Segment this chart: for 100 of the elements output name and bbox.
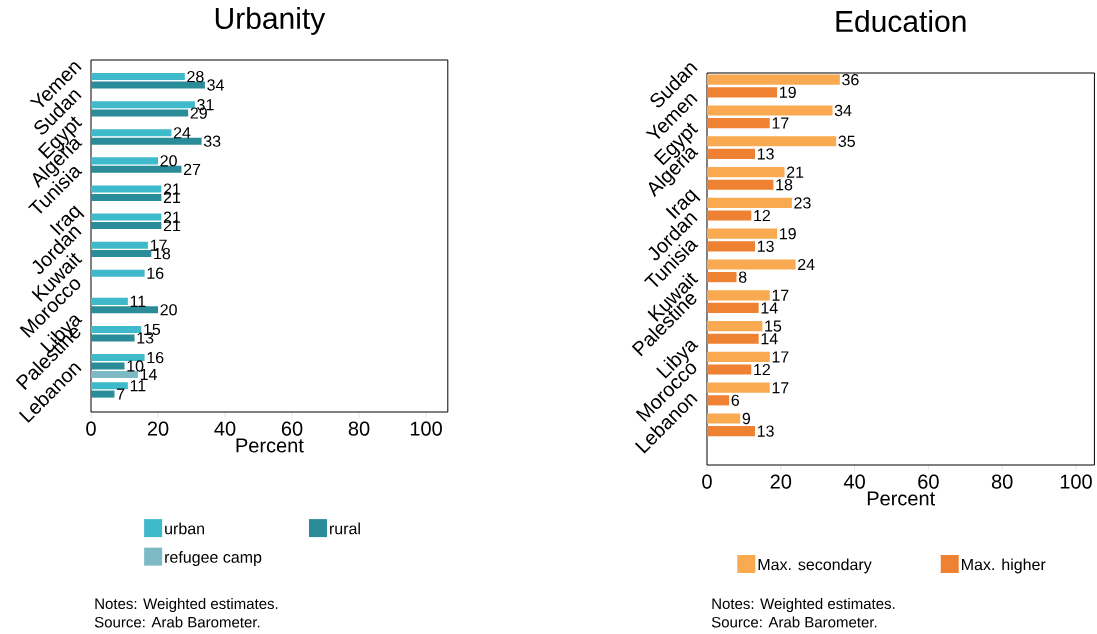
x-tick-label: 40 bbox=[843, 474, 865, 489]
chart-title: Urbanity bbox=[215, 7, 326, 35]
legend-label: rural bbox=[330, 522, 360, 535]
source-note: Source: Arab Barometer. bbox=[94, 616, 260, 628]
data-label: 12 bbox=[754, 209, 770, 222]
data-label: 11 bbox=[130, 380, 146, 392]
bar bbox=[707, 148, 755, 159]
bar bbox=[91, 382, 128, 390]
text: Notes: Weighted estimates. bbox=[712, 598, 895, 612]
bar bbox=[91, 241, 148, 249]
bar bbox=[707, 197, 792, 208]
bar bbox=[707, 210, 752, 221]
data-label: 8 bbox=[738, 271, 747, 283]
x-tick-label: 80 bbox=[991, 474, 1013, 489]
data-label: 20 bbox=[160, 304, 177, 316]
x-axis-title: Percent bbox=[236, 438, 304, 453]
bar bbox=[91, 73, 185, 81]
bar bbox=[707, 395, 730, 406]
data-label: 21 bbox=[787, 166, 804, 178]
data-label: 33 bbox=[203, 135, 221, 147]
x-tick-label: 80 bbox=[348, 421, 370, 436]
bar bbox=[91, 129, 172, 137]
data-label: 35 bbox=[838, 135, 855, 147]
bar bbox=[91, 101, 195, 109]
data-label: 17 bbox=[772, 289, 789, 301]
bar bbox=[707, 105, 833, 116]
data-label: 13 bbox=[757, 148, 774, 160]
bar bbox=[707, 364, 752, 375]
bar bbox=[707, 87, 778, 98]
bar bbox=[707, 351, 770, 362]
data-label: 13 bbox=[757, 425, 774, 437]
data-label: 15 bbox=[765, 320, 782, 332]
data-label: 14 bbox=[761, 302, 778, 314]
bar bbox=[707, 241, 755, 252]
data-label: 28 bbox=[187, 70, 204, 83]
bar bbox=[91, 306, 158, 314]
x-tick-label: 60 bbox=[918, 474, 939, 489]
x-tick-label: 100 bbox=[410, 421, 442, 436]
x-tick-label: 0 bbox=[86, 421, 96, 436]
bar bbox=[91, 297, 128, 305]
bar bbox=[707, 290, 770, 301]
bar bbox=[91, 354, 145, 362]
bar bbox=[707, 302, 759, 313]
legend-label: urban bbox=[165, 522, 205, 535]
bar bbox=[91, 109, 189, 117]
bar bbox=[707, 382, 770, 393]
bar bbox=[707, 259, 796, 270]
x-tick-label: 100 bbox=[1060, 474, 1092, 489]
bar bbox=[707, 333, 759, 344]
x-tick-label: 40 bbox=[214, 421, 236, 436]
bar bbox=[91, 362, 125, 370]
data-label: 19 bbox=[780, 86, 796, 98]
data-label: 14 bbox=[761, 333, 778, 345]
x-tick-label: 20 bbox=[147, 421, 169, 436]
data-label: 17 bbox=[772, 117, 789, 129]
data-label: 17 bbox=[772, 351, 789, 363]
bar bbox=[91, 390, 115, 398]
bar bbox=[91, 81, 205, 89]
data-label: 18 bbox=[776, 179, 793, 191]
data-label: 27 bbox=[183, 163, 201, 175]
data-label: 24 bbox=[173, 127, 191, 139]
bar bbox=[91, 221, 162, 230]
data-label: 13 bbox=[757, 240, 774, 252]
bar bbox=[707, 136, 837, 147]
data-label: 17 bbox=[772, 382, 789, 394]
bar bbox=[91, 370, 138, 378]
bar bbox=[91, 157, 158, 165]
data-label: 9 bbox=[742, 412, 751, 425]
bar bbox=[707, 228, 778, 239]
legend-label: Max. secondary bbox=[758, 558, 872, 574]
bar bbox=[707, 321, 763, 332]
bar bbox=[707, 167, 785, 178]
legend-label: refugee camp bbox=[165, 551, 262, 566]
x-tick-label: 20 bbox=[770, 474, 792, 489]
x-tick-label: 60 bbox=[281, 421, 303, 436]
legend-label: Max. higher bbox=[962, 558, 1046, 574]
bar bbox=[91, 334, 135, 342]
chart-title: Education bbox=[836, 10, 966, 33]
bar bbox=[707, 413, 741, 424]
data-label: 16 bbox=[147, 267, 164, 279]
data-label: 36 bbox=[842, 74, 859, 86]
data-label: 34 bbox=[207, 79, 224, 91]
data-label: 6 bbox=[731, 394, 740, 406]
bar bbox=[707, 118, 770, 129]
bar bbox=[91, 193, 162, 201]
text: Notes: Weighted estimates. bbox=[95, 598, 278, 612]
bar bbox=[707, 426, 755, 437]
data-label: 11 bbox=[130, 295, 146, 307]
bar bbox=[91, 185, 162, 193]
bar bbox=[707, 272, 737, 283]
data-label: 19 bbox=[780, 228, 796, 240]
x-axis-title: Percent bbox=[867, 491, 936, 506]
x-tick-label: 0 bbox=[702, 474, 712, 489]
data-label: 7 bbox=[116, 388, 125, 400]
bar bbox=[91, 165, 182, 173]
bar bbox=[91, 137, 202, 145]
data-label: 16 bbox=[147, 351, 164, 364]
bar bbox=[91, 213, 162, 221]
bar bbox=[707, 179, 774, 190]
data-label: 34 bbox=[834, 104, 852, 117]
